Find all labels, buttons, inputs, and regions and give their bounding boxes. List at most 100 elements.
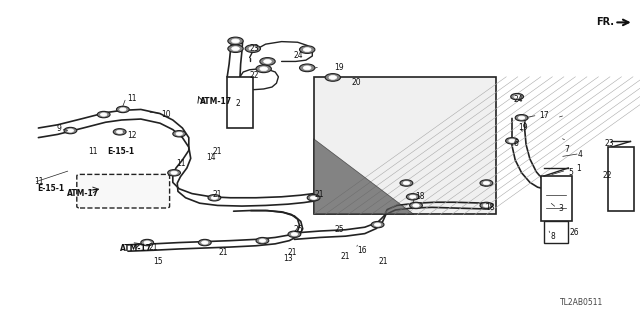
Circle shape bbox=[228, 37, 243, 45]
Circle shape bbox=[480, 180, 493, 186]
Text: 23: 23 bbox=[604, 139, 614, 148]
Circle shape bbox=[310, 196, 317, 199]
Circle shape bbox=[171, 171, 177, 174]
Circle shape bbox=[329, 76, 337, 79]
Text: 19: 19 bbox=[334, 63, 344, 72]
Text: 12: 12 bbox=[127, 131, 136, 140]
Circle shape bbox=[208, 195, 221, 201]
Text: 21: 21 bbox=[288, 248, 298, 257]
Circle shape bbox=[403, 181, 410, 185]
Text: 2: 2 bbox=[236, 99, 240, 108]
Text: 9: 9 bbox=[56, 124, 61, 133]
Circle shape bbox=[97, 111, 110, 118]
FancyBboxPatch shape bbox=[77, 174, 170, 208]
Circle shape bbox=[325, 74, 340, 81]
Circle shape bbox=[400, 180, 413, 186]
Circle shape bbox=[120, 108, 126, 111]
Circle shape bbox=[256, 65, 271, 73]
Circle shape bbox=[64, 127, 77, 134]
Circle shape bbox=[259, 239, 266, 242]
Text: 21: 21 bbox=[212, 190, 222, 199]
Circle shape bbox=[303, 66, 311, 70]
Text: 3: 3 bbox=[558, 204, 563, 213]
Circle shape bbox=[113, 129, 126, 135]
Circle shape bbox=[413, 204, 419, 207]
Circle shape bbox=[307, 195, 320, 201]
Bar bbox=[541, 176, 572, 221]
Text: 10: 10 bbox=[161, 110, 171, 119]
Circle shape bbox=[506, 138, 518, 144]
Circle shape bbox=[260, 58, 275, 65]
Circle shape bbox=[371, 221, 384, 228]
Text: 11: 11 bbox=[88, 147, 98, 156]
Text: 18: 18 bbox=[485, 203, 495, 212]
Text: 25: 25 bbox=[293, 225, 303, 234]
Circle shape bbox=[116, 130, 123, 133]
Bar bbox=[314, 77, 496, 214]
Text: 6: 6 bbox=[514, 139, 519, 148]
Circle shape bbox=[406, 194, 419, 200]
Circle shape bbox=[260, 67, 268, 71]
Circle shape bbox=[176, 132, 182, 135]
Text: 13: 13 bbox=[283, 254, 292, 263]
Text: 11: 11 bbox=[176, 159, 186, 168]
Circle shape bbox=[483, 204, 490, 207]
Circle shape bbox=[514, 95, 520, 98]
Text: 20: 20 bbox=[352, 78, 362, 87]
Text: 5: 5 bbox=[568, 168, 573, 177]
Circle shape bbox=[249, 47, 257, 51]
Text: 25: 25 bbox=[334, 225, 344, 234]
Text: E-15-1: E-15-1 bbox=[37, 184, 64, 193]
Circle shape bbox=[288, 231, 301, 237]
Circle shape bbox=[300, 64, 315, 72]
Circle shape bbox=[232, 39, 239, 43]
Circle shape bbox=[100, 113, 107, 116]
Text: 11: 11 bbox=[127, 94, 136, 103]
Text: 14: 14 bbox=[206, 153, 216, 162]
Bar bbox=[608, 147, 634, 211]
Circle shape bbox=[168, 170, 180, 176]
Text: 24: 24 bbox=[293, 51, 303, 60]
Circle shape bbox=[67, 129, 74, 132]
Text: 7: 7 bbox=[564, 145, 570, 154]
Circle shape bbox=[256, 237, 269, 244]
Text: 1: 1 bbox=[576, 164, 580, 173]
Circle shape bbox=[374, 223, 381, 226]
Text: 15: 15 bbox=[154, 257, 163, 266]
Text: 22: 22 bbox=[250, 71, 259, 80]
Text: ATM-17: ATM-17 bbox=[120, 244, 152, 253]
Text: 21: 21 bbox=[340, 252, 350, 261]
Bar bbox=[544, 221, 568, 243]
Text: 22: 22 bbox=[603, 171, 612, 180]
Text: 23: 23 bbox=[250, 44, 259, 53]
Text: 21: 21 bbox=[379, 257, 388, 266]
Text: 11: 11 bbox=[34, 177, 44, 186]
Text: E-15-1: E-15-1 bbox=[108, 147, 134, 156]
Text: 26: 26 bbox=[570, 228, 579, 237]
Circle shape bbox=[410, 195, 416, 198]
Text: FR.: FR. bbox=[596, 17, 614, 28]
Circle shape bbox=[144, 241, 150, 244]
Circle shape bbox=[303, 48, 311, 52]
Circle shape bbox=[518, 116, 525, 119]
Circle shape bbox=[202, 241, 208, 244]
Circle shape bbox=[291, 233, 298, 236]
Text: TL2AB0511: TL2AB0511 bbox=[560, 298, 604, 307]
Circle shape bbox=[300, 46, 315, 53]
Circle shape bbox=[211, 196, 218, 199]
Circle shape bbox=[116, 106, 129, 113]
Text: 18: 18 bbox=[415, 192, 424, 201]
Text: 21: 21 bbox=[212, 147, 222, 156]
Circle shape bbox=[511, 93, 524, 100]
Circle shape bbox=[141, 239, 154, 246]
Bar bbox=[227, 77, 253, 128]
Circle shape bbox=[228, 45, 243, 52]
Circle shape bbox=[245, 45, 260, 52]
Circle shape bbox=[515, 115, 528, 121]
Text: 21: 21 bbox=[315, 190, 324, 199]
Text: 16: 16 bbox=[357, 246, 367, 255]
Text: ATM-17: ATM-17 bbox=[200, 97, 232, 106]
Text: 17: 17 bbox=[540, 111, 549, 120]
Text: 24: 24 bbox=[513, 95, 523, 104]
Circle shape bbox=[483, 181, 490, 185]
